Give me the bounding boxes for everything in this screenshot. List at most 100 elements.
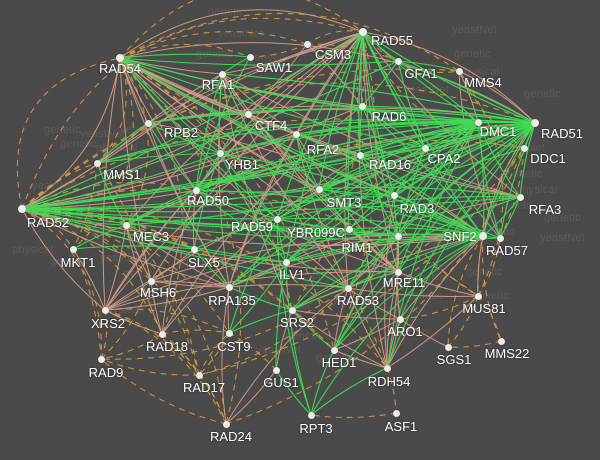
node-rad16[interactable] [356, 151, 364, 159]
edge-physical [386, 235, 484, 369]
edge-yeastnet [96, 118, 479, 164]
edge-physical [228, 196, 521, 288]
edge-yeastnet [295, 133, 320, 190]
edge-physical [119, 57, 395, 196]
node-ybr099c[interactable] [345, 225, 353, 233]
node-rad50[interactable] [192, 186, 200, 194]
node-rdh54[interactable] [383, 364, 391, 372]
edge-yeastnet [228, 121, 479, 288]
node-dmc1[interactable] [474, 118, 482, 126]
node-cst9[interactable] [225, 329, 233, 337]
node-rad53[interactable] [344, 284, 352, 292]
node-msh6[interactable] [147, 277, 155, 285]
edge-physical [192, 189, 197, 250]
edge-physical [150, 280, 230, 288]
node-snf2[interactable] [478, 231, 488, 241]
node-rad6[interactable] [358, 102, 366, 110]
node-mus81[interactable] [474, 292, 482, 300]
edge-physical [150, 248, 195, 282]
node-mkt1[interactable] [69, 245, 77, 253]
node-rad52[interactable] [17, 204, 27, 214]
watermark-text: genetic [286, 330, 323, 342]
node-rad54[interactable] [115, 53, 125, 63]
node-rfa2[interactable] [292, 130, 300, 138]
node-rad9[interactable] [97, 355, 105, 363]
node-xrs2[interactable] [101, 306, 109, 314]
node-rad51[interactable] [530, 118, 540, 128]
edge-yeastnet [397, 60, 460, 72]
edge-yeastnet [318, 147, 426, 190]
edge-yeastnet [291, 271, 399, 311]
node-rpa135[interactable] [225, 283, 233, 291]
node-rim1[interactable] [394, 232, 402, 240]
edge-yeastnet [359, 105, 363, 156]
node-srs2[interactable] [288, 306, 296, 314]
edge-yeastnet [333, 271, 399, 351]
edge-yeastnet [125, 189, 197, 226]
node-rad57[interactable] [496, 234, 504, 242]
edge-genetic [447, 295, 479, 348]
edge-yeastnet [295, 133, 361, 156]
edge-physical [104, 31, 364, 311]
node-rpb2[interactable] [144, 119, 152, 127]
edge-genetic [100, 333, 163, 360]
node-rad3[interactable] [390, 191, 398, 199]
node-label-yhb1: YHB1 [225, 157, 259, 172]
edge-yeastnet [195, 189, 278, 220]
edge-yeastnet [359, 154, 399, 237]
node-slx5[interactable] [190, 245, 198, 253]
edge-yeastnet [96, 122, 149, 164]
node-ddc1[interactable] [520, 144, 528, 152]
edge-yeastnet [477, 121, 521, 198]
watermark-text: genetic [150, 298, 187, 310]
node-mms22[interactable] [497, 337, 505, 345]
node-rad59[interactable] [273, 215, 281, 223]
node-smt3[interactable] [315, 185, 323, 193]
edge-yeastnet [96, 152, 221, 164]
node-mms4[interactable] [455, 67, 463, 75]
node-rad17[interactable] [195, 371, 203, 379]
node-rpt3[interactable] [307, 411, 315, 419]
edge-yeastnet [21, 208, 349, 289]
node-rad24[interactable] [222, 420, 230, 428]
edge-yeastnet [21, 208, 501, 241]
edge-yeastnet [333, 121, 479, 351]
edge-yeastnet [397, 60, 536, 124]
node-mec3[interactable] [122, 221, 130, 229]
edge-yeastnet [247, 113, 320, 190]
node-yhb1[interactable] [216, 149, 224, 157]
node-ilv1[interactable] [282, 258, 290, 266]
node-cpa2[interactable] [421, 144, 429, 152]
edge-yeastnet [228, 309, 293, 334]
edge-yeastnet [397, 147, 426, 237]
edge-yeastnet [119, 57, 479, 123]
node-gfa1[interactable] [394, 57, 402, 65]
node-mms1[interactable] [93, 159, 101, 167]
edge-genetic [249, 43, 308, 58]
node-rad55[interactable] [358, 27, 368, 37]
node-ctf4[interactable] [244, 110, 252, 118]
node-hed1[interactable] [330, 346, 338, 354]
node-asf1[interactable] [392, 409, 400, 417]
node-mre11[interactable] [394, 268, 402, 276]
node-rad18[interactable] [158, 330, 166, 338]
edge-physical [21, 133, 297, 210]
edge-genetic [21, 208, 152, 282]
edge-physical [119, 57, 197, 191]
edge-yeastnet [361, 60, 399, 107]
edge-yeastnet [119, 57, 278, 220]
node-csm3[interactable] [303, 40, 311, 48]
node-aro1[interactable] [396, 315, 404, 323]
node-sgs1[interactable] [444, 343, 452, 351]
edge-yeastnet [310, 349, 335, 416]
node-gus1[interactable] [272, 366, 280, 374]
watermark-text: yeastNet [404, 84, 450, 96]
watermark-text: yeastNet [218, 28, 264, 40]
node-rfa1[interactable] [218, 70, 226, 78]
watermark-text: genetic [60, 138, 97, 150]
node-saw1[interactable] [246, 53, 254, 61]
node-rfa3[interactable] [516, 193, 524, 201]
edge-genetic [481, 235, 502, 342]
